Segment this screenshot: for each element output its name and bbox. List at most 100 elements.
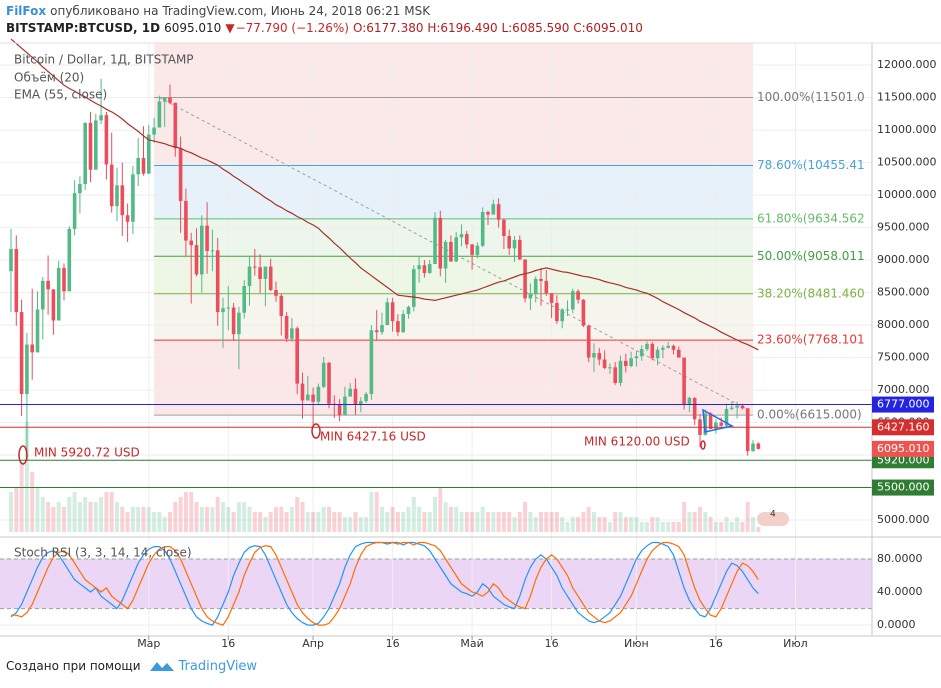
candle-body bbox=[417, 265, 421, 270]
chart-title: Stoch RSI (3, 3, 14, 14, close) bbox=[14, 546, 192, 560]
candle-body bbox=[719, 422, 723, 426]
candle-body bbox=[152, 127, 156, 135]
candle-body bbox=[714, 422, 718, 430]
volume-bar bbox=[660, 522, 665, 532]
candle-body bbox=[189, 240, 193, 246]
volume-bar bbox=[507, 512, 512, 532]
candle-body bbox=[581, 299, 586, 326]
volume-bar bbox=[30, 472, 35, 532]
candle-body bbox=[67, 228, 72, 292]
volume-bar bbox=[348, 517, 353, 532]
candle-body bbox=[592, 353, 596, 358]
volume-bar bbox=[353, 512, 358, 532]
volume-bar bbox=[62, 507, 66, 532]
fib-band bbox=[154, 218, 754, 257]
candle-body bbox=[343, 396, 347, 416]
candle-body bbox=[608, 367, 612, 369]
candle-body bbox=[528, 293, 533, 299]
volume-bar bbox=[189, 492, 194, 532]
volume-bar bbox=[221, 502, 225, 532]
x-tick-label: 16 bbox=[386, 637, 400, 650]
fib-band bbox=[154, 165, 754, 219]
x-tick-label: 16 bbox=[545, 637, 559, 650]
candle-body bbox=[682, 357, 686, 406]
volume-bar bbox=[417, 507, 422, 532]
candle-body bbox=[83, 122, 87, 185]
volume-bar bbox=[295, 497, 300, 532]
volume-bar bbox=[698, 507, 702, 532]
candle-body bbox=[364, 393, 368, 402]
volume-bar bbox=[692, 512, 697, 532]
x-tick-label: 16 bbox=[709, 637, 723, 650]
volume-bar bbox=[274, 507, 278, 532]
price: 6095.010 bbox=[164, 21, 222, 35]
logo bbox=[149, 662, 174, 671]
candle-body bbox=[210, 250, 215, 252]
annotation: MIN 5920.72 USD bbox=[34, 446, 140, 460]
volume-bar bbox=[480, 507, 485, 532]
candle-body bbox=[512, 239, 517, 249]
candle-body bbox=[374, 330, 379, 333]
candle-body bbox=[703, 413, 708, 435]
candle-body bbox=[290, 328, 294, 339]
annotation-layer: MIN 5920.72 USD MIN 6427.16 USD MIN 6120.0… bbox=[18, 423, 706, 465]
volume-bar bbox=[173, 502, 178, 532]
footer-brand[interactable]: TradingView bbox=[178, 658, 258, 674]
volume-bar bbox=[268, 512, 273, 532]
candle-body bbox=[491, 204, 496, 215]
author[interactable]: FilFox bbox=[6, 4, 47, 18]
volume-bar bbox=[422, 512, 427, 532]
candle-body bbox=[396, 321, 400, 333]
volume-bar bbox=[115, 502, 119, 532]
volume-bar bbox=[486, 512, 490, 532]
volume-bar bbox=[109, 492, 114, 532]
candle-body bbox=[443, 241, 448, 269]
candle-body bbox=[634, 356, 639, 359]
volume-bar bbox=[263, 517, 268, 532]
volume-bar bbox=[560, 517, 565, 532]
volume-bar bbox=[311, 512, 316, 532]
volume-bar bbox=[629, 517, 634, 532]
candle-layer bbox=[9, 78, 761, 461]
y-tick-label: 40.0000 bbox=[877, 585, 923, 598]
volume-bar bbox=[130, 507, 135, 532]
volume-bar bbox=[427, 512, 432, 532]
x-tick-label: Май bbox=[460, 637, 483, 650]
volume-bar bbox=[517, 512, 522, 532]
volume-bar bbox=[512, 517, 517, 532]
candle-body bbox=[751, 443, 755, 452]
volume-bar bbox=[703, 512, 708, 532]
volume-bar bbox=[528, 512, 533, 532]
volume-bar bbox=[597, 517, 602, 532]
x-tick-label: Июн bbox=[624, 637, 649, 650]
volume-bar bbox=[544, 512, 549, 532]
candle-body bbox=[147, 134, 151, 174]
volume-bar bbox=[162, 517, 167, 532]
candle-body bbox=[306, 394, 310, 401]
volume-bar bbox=[443, 502, 448, 532]
y-tick-label: 8000.000 bbox=[877, 318, 930, 331]
candle-body bbox=[677, 349, 681, 358]
volume-bar bbox=[554, 512, 559, 532]
volume-bar bbox=[724, 517, 729, 532]
y-tick-label: 5000.000 bbox=[877, 513, 930, 526]
volume-bar bbox=[491, 512, 496, 532]
volume-bar bbox=[756, 527, 761, 532]
fib-band bbox=[154, 256, 754, 294]
candle-body bbox=[200, 225, 204, 275]
candle-body bbox=[263, 266, 268, 279]
volume-bar bbox=[539, 512, 543, 532]
flag-icon: 4 bbox=[757, 510, 789, 526]
candle-body bbox=[30, 344, 34, 353]
volume-bar bbox=[623, 517, 628, 532]
candle-body bbox=[99, 115, 103, 121]
volume-bar bbox=[141, 507, 146, 532]
candle-body bbox=[14, 249, 19, 313]
volume-bar bbox=[454, 507, 459, 532]
candle-body bbox=[692, 397, 697, 420]
volume-bar bbox=[735, 517, 740, 532]
fib-label: 78.60%(10455.41 bbox=[757, 158, 865, 172]
x-tick-label: Апр bbox=[302, 637, 324, 650]
fib-label: 50.00%(9058.011 bbox=[757, 249, 865, 263]
fib-label: 0.00%(6615.000) bbox=[757, 408, 862, 422]
